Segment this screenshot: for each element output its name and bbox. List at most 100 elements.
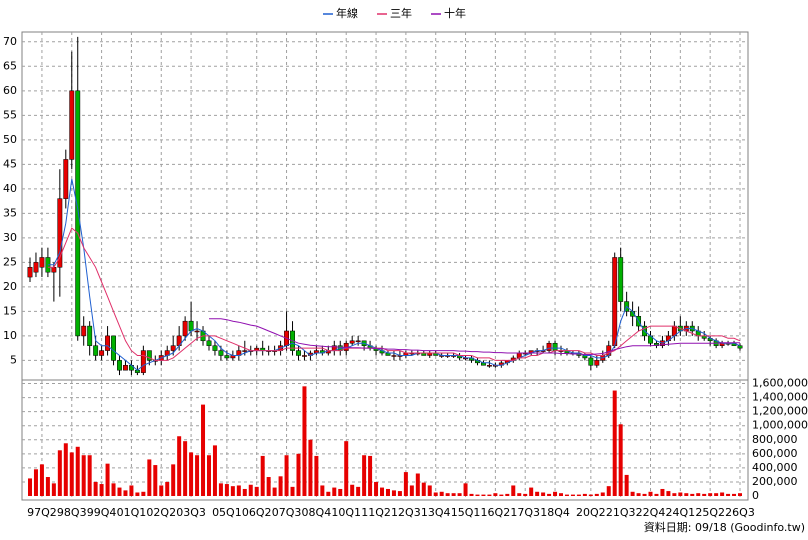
y-tick-label: 55: [3, 108, 17, 121]
volume-bar: [33, 469, 38, 496]
volume-bar: [493, 493, 498, 496]
candle-body: [618, 257, 624, 302]
volume-bar: [206, 455, 211, 496]
candle-body: [33, 262, 39, 273]
y-tick-label: 10: [3, 329, 17, 342]
volume-bar: [28, 478, 32, 496]
candle-body: [111, 335, 116, 361]
volume-bar: [93, 481, 98, 496]
candle-body: [296, 350, 301, 356]
volume-bar: [308, 439, 313, 496]
volume-bar: [314, 455, 319, 496]
volume-bar: [600, 492, 605, 496]
volume-bar: [433, 492, 438, 496]
volume-bar: [660, 488, 665, 496]
volume-bar: [606, 486, 611, 496]
candle-body: [105, 335, 111, 351]
volume-bar: [439, 491, 444, 496]
volume-bar: [642, 493, 647, 496]
volume-bar: [385, 488, 390, 496]
volume-bar: [397, 491, 402, 496]
candle-body: [93, 345, 99, 356]
y-tick-label: 60: [3, 84, 17, 97]
y2-tick-label: 600,000: [752, 447, 798, 460]
volume-bar: [57, 450, 62, 496]
volume-bar: [236, 485, 241, 496]
x-tick-label: 26Q3: [725, 506, 755, 519]
volume-bar: [720, 492, 725, 496]
legend-label: 三年: [390, 6, 412, 20]
volume-bar: [39, 464, 44, 496]
volume-bar: [708, 493, 713, 496]
candle-body: [57, 198, 63, 268]
volume-bar: [147, 459, 152, 496]
candle-body: [63, 159, 69, 199]
volume-bar: [81, 455, 86, 496]
volume-bar: [630, 491, 635, 496]
volume-bar: [499, 494, 504, 496]
volume-bar: [445, 493, 450, 496]
volume-bar: [290, 486, 295, 496]
volume-bar: [248, 484, 253, 496]
y2-tick-label: 1,400,000: [752, 391, 808, 404]
candle-body: [224, 355, 230, 359]
volume-bar: [183, 441, 188, 496]
volume-bar: [224, 484, 229, 496]
ma-line: [47, 227, 741, 361]
volume-bar: [254, 486, 259, 496]
x-tick-label: 02Q2: [146, 506, 176, 519]
x-tick-label: 05Q1: [212, 506, 242, 519]
price-panel: [21, 31, 749, 381]
y-tick-label: 25: [3, 255, 17, 268]
volume-bar: [415, 473, 420, 496]
volume-bar: [535, 491, 540, 496]
candle-body: [69, 90, 75, 160]
candle-body: [546, 342, 552, 351]
candle-body: [242, 350, 248, 352]
x-tick-label: 25Q2: [695, 506, 725, 519]
volume-bar: [690, 493, 695, 496]
volume-bar: [332, 487, 337, 496]
volume-bar: [87, 455, 92, 496]
y2-tick-label: 200,000: [752, 475, 798, 488]
volume-bar: [732, 493, 737, 496]
volume-bar: [218, 483, 223, 496]
volume-bar: [576, 494, 581, 496]
volume-bar: [69, 452, 74, 496]
volume-bar: [564, 494, 569, 496]
candle-body: [117, 360, 122, 371]
volume-bar: [278, 476, 283, 496]
volume-bar: [624, 474, 629, 496]
volume-bar: [135, 492, 140, 496]
volume-bar: [517, 493, 522, 496]
volume-bar: [672, 493, 677, 496]
volume-bar: [159, 485, 164, 496]
x-tick-label: 08Q4: [302, 506, 332, 519]
candle-body: [146, 350, 152, 361]
volume-bar: [618, 424, 623, 496]
legend-label: 年線: [336, 6, 358, 20]
candle-body: [39, 257, 45, 268]
candle-body: [212, 345, 218, 351]
volume-bar: [487, 494, 492, 496]
candle-body: [594, 360, 600, 366]
volume-bar: [421, 482, 426, 496]
y2-tick-label: 1,000,000: [752, 419, 808, 432]
volume-bar: [505, 493, 510, 496]
volume-bar: [427, 485, 432, 496]
volume-bar: [451, 493, 456, 496]
candle-body: [218, 350, 224, 356]
volume-bar: [356, 486, 361, 496]
volume-bar: [612, 390, 617, 496]
volume-bar: [171, 464, 176, 496]
volume-bar: [201, 404, 206, 496]
x-tick-label: 24Q1: [666, 506, 696, 519]
volume-bar: [260, 455, 265, 496]
volume-bar: [582, 493, 587, 496]
y2-tick-label: 1,600,000: [752, 377, 808, 390]
volume-bar: [153, 465, 158, 496]
ma-line: [47, 178, 741, 371]
volume-bar: [553, 491, 558, 496]
candle-body: [355, 340, 361, 343]
x-tick-label: 07Q3: [272, 506, 302, 519]
